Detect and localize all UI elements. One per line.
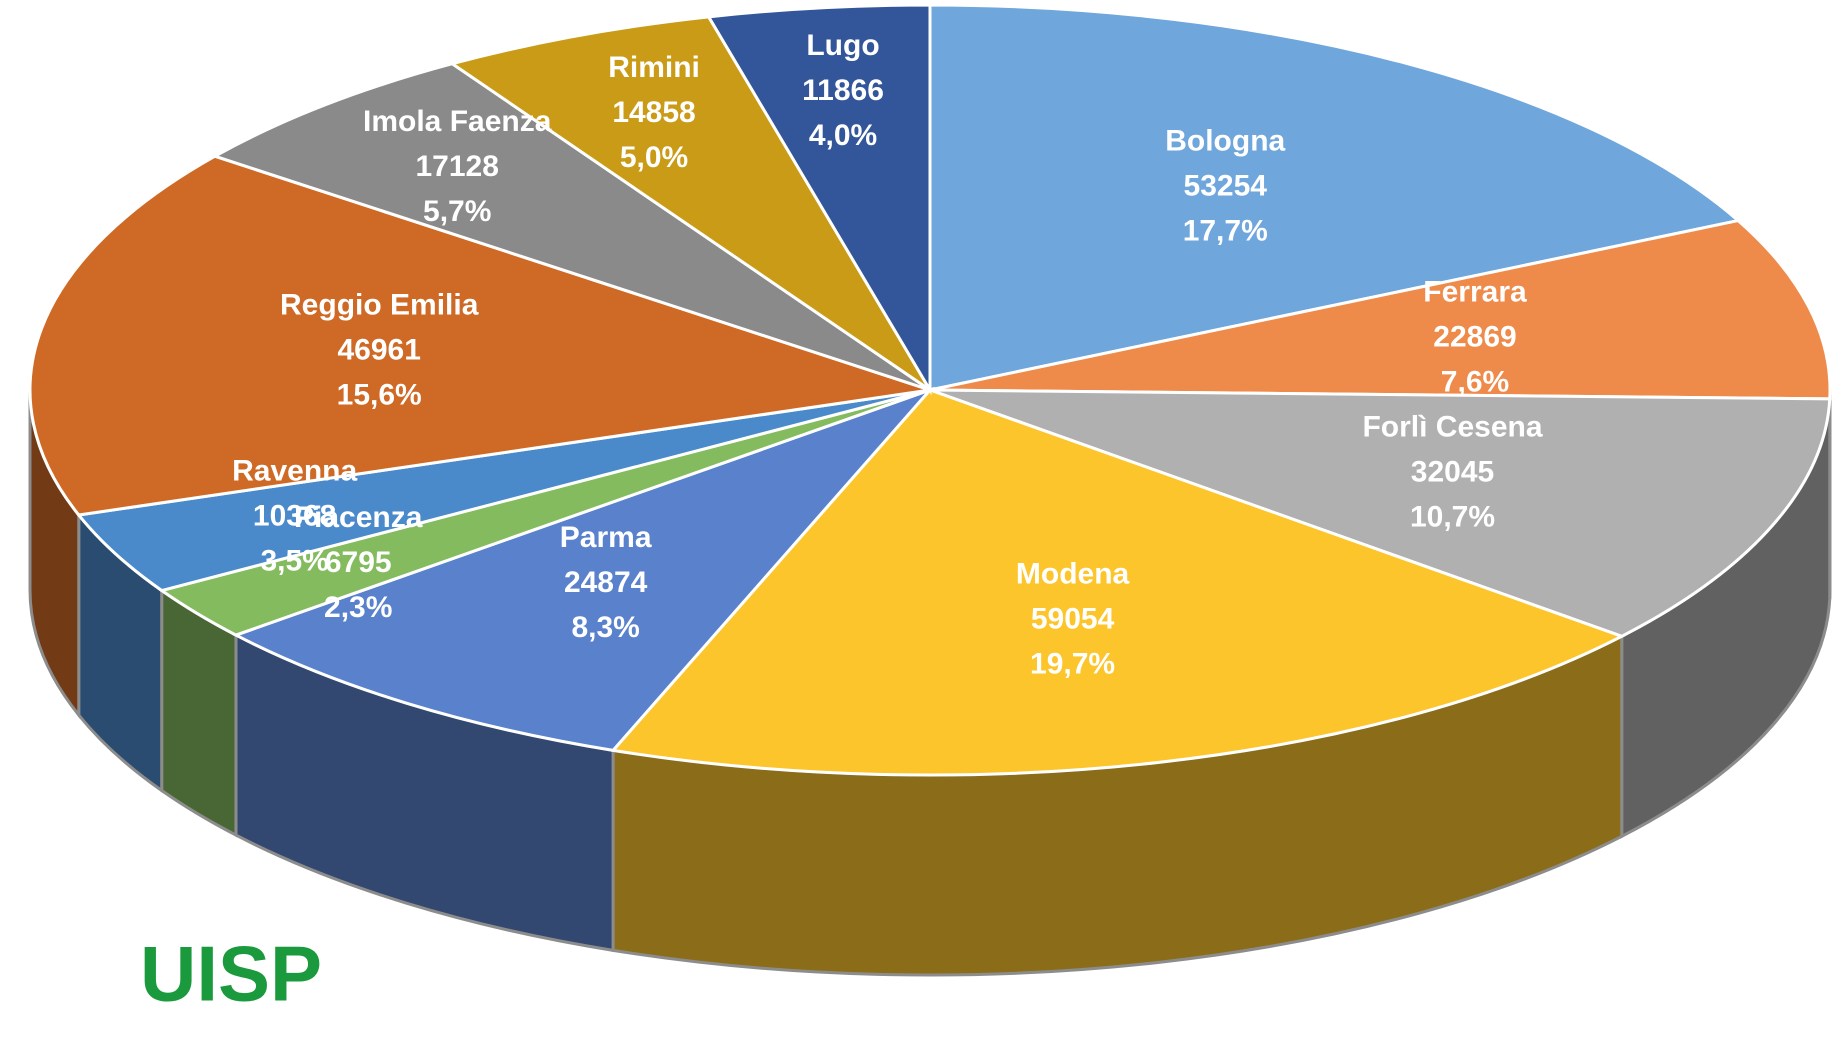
slice-percent: 5,0%	[620, 141, 688, 174]
slice	[929, 388, 1832, 638]
slice-value: 53254	[1184, 169, 1268, 202]
logo: UISP	[140, 930, 322, 1018]
slice-value: 14858	[612, 96, 695, 129]
slice-name: Reggio Emilia	[280, 289, 479, 322]
slice-name: Bologna	[1165, 124, 1285, 157]
slice-name: Ravenna	[232, 455, 357, 488]
slice-name: Ferrara	[1423, 276, 1527, 309]
slice-value: 6795	[325, 546, 392, 579]
slice	[610, 388, 1626, 777]
slice-name: Piacenza	[294, 501, 423, 534]
slice-name: Imola Faenza	[363, 105, 552, 138]
slice-name: Modena	[1016, 558, 1130, 591]
slice-percent: 15,6%	[337, 379, 422, 412]
slice-value: 24874	[564, 566, 648, 599]
slice-percent: 8,3%	[571, 611, 639, 644]
slice	[232, 386, 935, 752]
slice-percent: 4,0%	[809, 119, 877, 152]
slice-value: 59054	[1031, 603, 1115, 636]
slice	[928, 3, 1742, 392]
slice-value: 17128	[416, 150, 499, 183]
slice-percent: 17,7%	[1183, 214, 1268, 247]
slice-value: 10368	[253, 500, 336, 533]
slice-value: 22869	[1433, 321, 1516, 354]
slice	[929, 218, 1832, 401]
slice-value: 11866	[802, 74, 884, 107]
slice-percent: 2,3%	[324, 591, 392, 624]
slice-value: 32045	[1411, 456, 1494, 489]
pie	[28, 3, 1832, 977]
labels: Bologna 53254 17,7% Ferrara 22869 7,6% Forlì C…	[232, 29, 1543, 681]
slice-percent: 5,7%	[423, 195, 491, 228]
slice-percent: 10,7%	[1410, 501, 1495, 534]
slice	[28, 154, 931, 517]
slice-percent: 7,6%	[1441, 366, 1509, 399]
slice-name: Parma	[560, 521, 652, 554]
slice-name: Forlì Cesena	[1362, 411, 1542, 444]
slice-value: 46961	[337, 334, 420, 367]
slice-percent: 3,5%	[260, 545, 328, 578]
slice-name: Rimini	[608, 51, 700, 84]
slice	[448, 15, 932, 392]
slice-percent: 19,7%	[1030, 648, 1115, 681]
slice	[706, 3, 932, 396]
slice-name: Lugo	[806, 29, 879, 62]
slice	[211, 62, 931, 392]
